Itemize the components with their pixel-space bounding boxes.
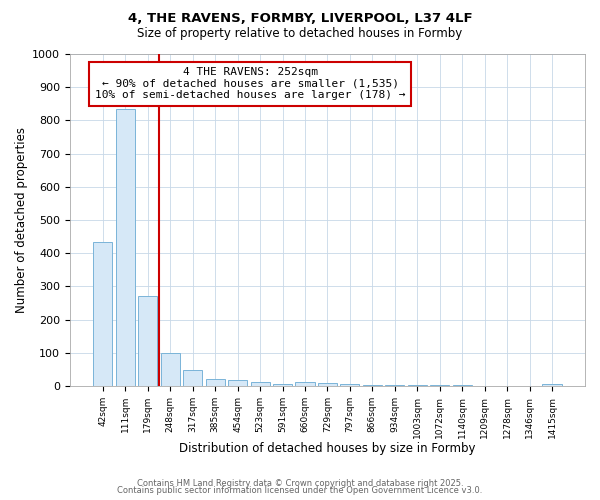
Bar [94, 242, 112, 386]
Bar [273, 384, 292, 386]
Text: 4 THE RAVENS: 252sqm
← 90% of detached houses are smaller (1,535)
10% of semi-de: 4 THE RAVENS: 252sqm ← 90% of detached h… [95, 68, 406, 100]
Bar [228, 380, 247, 386]
Bar [542, 384, 562, 386]
Text: Size of property relative to detached houses in Formby: Size of property relative to detached ho… [137, 26, 463, 40]
Bar [295, 382, 314, 386]
Bar [183, 370, 202, 386]
Bar [206, 378, 224, 386]
Text: Contains public sector information licensed under the Open Government Licence v3: Contains public sector information licen… [118, 486, 482, 495]
Bar [138, 296, 157, 386]
Bar [116, 109, 135, 386]
Text: Contains HM Land Registry data © Crown copyright and database right 2025.: Contains HM Land Registry data © Crown c… [137, 478, 463, 488]
Bar [251, 382, 269, 386]
X-axis label: Distribution of detached houses by size in Formby: Distribution of detached houses by size … [179, 442, 476, 455]
Bar [385, 385, 404, 386]
Bar [161, 353, 180, 386]
Bar [363, 384, 382, 386]
Y-axis label: Number of detached properties: Number of detached properties [15, 127, 28, 313]
Bar [340, 384, 359, 386]
Text: 4, THE RAVENS, FORMBY, LIVERPOOL, L37 4LF: 4, THE RAVENS, FORMBY, LIVERPOOL, L37 4L… [128, 12, 472, 26]
Bar [318, 384, 337, 386]
